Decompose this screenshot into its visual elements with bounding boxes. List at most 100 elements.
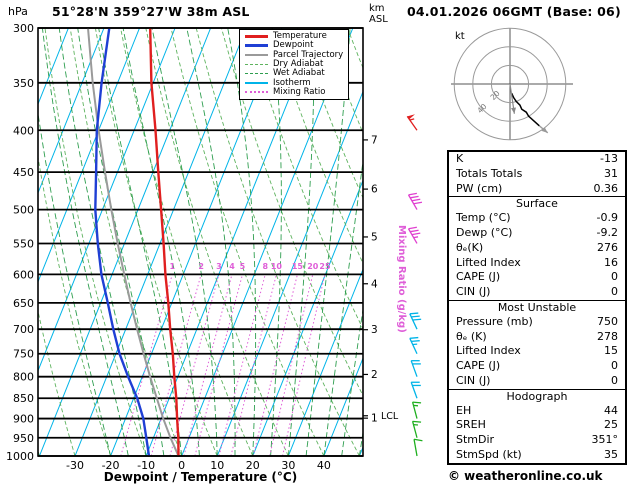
stats-label: EH bbox=[456, 403, 472, 417]
dry-adiabat-line bbox=[44, 28, 147, 456]
legend-item: Mixing Ratio bbox=[245, 87, 343, 97]
hodograph-arrowhead bbox=[511, 107, 516, 114]
stats-row: CAPE (J) 0 bbox=[449, 359, 625, 374]
stats-label: StmSpd (kt) bbox=[456, 447, 522, 461]
temp-tick-label: 40 bbox=[317, 459, 331, 472]
legend-line-sample bbox=[245, 64, 268, 66]
stats-value: 351° bbox=[591, 433, 619, 447]
stats-label: Lifted Index bbox=[456, 344, 521, 358]
legend-label: Dewpoint bbox=[273, 40, 314, 51]
stats-label: CAPE (J) bbox=[456, 359, 501, 373]
stats-value: 278 bbox=[597, 329, 618, 343]
stats-row: EH 44 bbox=[449, 404, 625, 419]
legend-line-sample bbox=[245, 91, 268, 94]
stats-value: 31 bbox=[604, 166, 618, 180]
mixing-ratio-value-label: 3 bbox=[216, 262, 222, 271]
isotherm-line bbox=[38, 28, 69, 106]
profiles bbox=[87, 28, 180, 456]
legend-item: Temperature bbox=[245, 32, 343, 41]
stats-label: CAPE (J) bbox=[456, 270, 501, 284]
stats-value: 0 bbox=[611, 270, 618, 284]
legend-item: Isotherm bbox=[245, 78, 343, 87]
skewt-chart: 1 2 3 4 5 8 10 15 20 2530035040045050055060065070… bbox=[6, 22, 423, 472]
km-tick-label: 7 bbox=[371, 134, 378, 146]
stats-section-title: Most Unstable bbox=[449, 299, 625, 315]
mixing-ratio-value-label: 20 bbox=[307, 262, 319, 271]
stats-section-title: Surface bbox=[449, 196, 625, 211]
mixing-ratio-value-label: 2 bbox=[198, 262, 204, 271]
legend-item: Parcel Trajectory bbox=[245, 50, 343, 60]
temp-tick-label: -10 bbox=[137, 459, 155, 472]
isotherm-line bbox=[38, 28, 176, 373]
stats-label: Totals Totals bbox=[456, 166, 523, 180]
mixing-ratio-axis-label: Mixing Ratio (g/kg) bbox=[396, 225, 407, 333]
stats-row: Lifted Index 15 bbox=[449, 344, 625, 359]
temp-tick-label: 30 bbox=[281, 459, 295, 472]
mixing-ratio-value-label: 10 bbox=[271, 262, 283, 271]
isotherm-line bbox=[216, 90, 363, 456]
stats-value: 0 bbox=[611, 373, 618, 387]
stats-value: -13 bbox=[600, 152, 618, 165]
legend-item: Wet Adiabat bbox=[245, 69, 343, 78]
temp-tick-label: 0 bbox=[178, 459, 185, 472]
stats-row: CIN (J) 0 bbox=[449, 374, 625, 389]
dry-adiabat-line bbox=[69, 28, 183, 456]
stats-label: CIN (J) bbox=[456, 285, 491, 299]
pressure-tick-label: 1000 bbox=[6, 450, 34, 463]
pressure-tick-label: 800 bbox=[13, 371, 34, 384]
lcl-label: LCL bbox=[381, 411, 399, 422]
stats-row: Lifted Index 16 bbox=[449, 256, 625, 271]
isotherm-line bbox=[38, 28, 212, 456]
stats-row: StmDir 351° bbox=[449, 433, 625, 448]
stats-label: Pressure (mb) bbox=[456, 314, 533, 328]
stats-row: PW (cm) 0.36 bbox=[449, 182, 625, 197]
mixing-ratio-value-label: 4 bbox=[229, 262, 235, 271]
altitude-unit-asl: ASL bbox=[369, 14, 388, 25]
legend-label: Dry Adiabat bbox=[273, 59, 324, 70]
mixing-ratio-line bbox=[183, 274, 233, 456]
legend-label: Wet Adiabat bbox=[273, 68, 325, 79]
km-tick-label: 2 bbox=[371, 369, 378, 381]
stats-label: Dewp (°C) bbox=[456, 225, 513, 239]
stats-value: 0 bbox=[611, 359, 618, 373]
mixing-ratio-value-label: 5 bbox=[240, 262, 246, 271]
mixing-ratio-value-label: 1 bbox=[170, 262, 176, 271]
legend-line-sample bbox=[245, 73, 268, 75]
stats-value: -0.9 bbox=[596, 211, 618, 225]
altitude-axis-unit: km ASL bbox=[369, 3, 388, 25]
legend-line-sample bbox=[245, 54, 268, 57]
stats-value: 25 bbox=[604, 418, 618, 432]
temperature-line bbox=[149, 28, 180, 456]
pressure-tick-label: 300 bbox=[13, 22, 34, 35]
stats-label: θₑ (K) bbox=[456, 329, 487, 343]
mixing-ratio-line bbox=[230, 274, 277, 456]
wind-barb bbox=[413, 438, 423, 457]
wind-barb bbox=[411, 420, 422, 438]
stats-row: CAPE (J) 0 bbox=[449, 270, 625, 285]
legend-label: Temperature bbox=[273, 31, 327, 42]
stats-row: SREH 25 bbox=[449, 418, 625, 433]
wet-adiabat-line bbox=[98, 28, 183, 456]
dry-adiabat-line bbox=[296, 28, 363, 199]
wind-barb bbox=[407, 226, 421, 244]
pressure-tick-label: 400 bbox=[13, 124, 34, 137]
x-axis-title: Dewpoint / Temperature (°C) bbox=[103, 470, 298, 484]
parcel-trajectory-line bbox=[87, 28, 180, 456]
dry-adiabat-line bbox=[38, 309, 76, 456]
stats-row: Pressure (mb) 750 bbox=[449, 315, 625, 330]
mixing-ratio-value-label: 25 bbox=[319, 262, 331, 271]
wind-barb bbox=[409, 312, 422, 330]
pressure-axis-unit: hPa bbox=[8, 5, 28, 18]
legend-line-sample bbox=[245, 44, 268, 48]
mixing-ratio-value-label: 15 bbox=[292, 262, 304, 271]
stats-value: 44 bbox=[604, 403, 618, 417]
legend-item: Dewpoint bbox=[245, 41, 343, 50]
stats-row: K -13 bbox=[449, 152, 625, 167]
pressure-tick-label: 350 bbox=[13, 77, 34, 90]
wet-adiabat-line bbox=[58, 28, 147, 456]
stats-value: -9.2 bbox=[596, 225, 618, 239]
pressure-tick-label: 900 bbox=[13, 413, 34, 426]
mixing-ratio-line bbox=[169, 274, 220, 456]
stats-row: Dewp (°C) -9.2 bbox=[449, 226, 625, 241]
